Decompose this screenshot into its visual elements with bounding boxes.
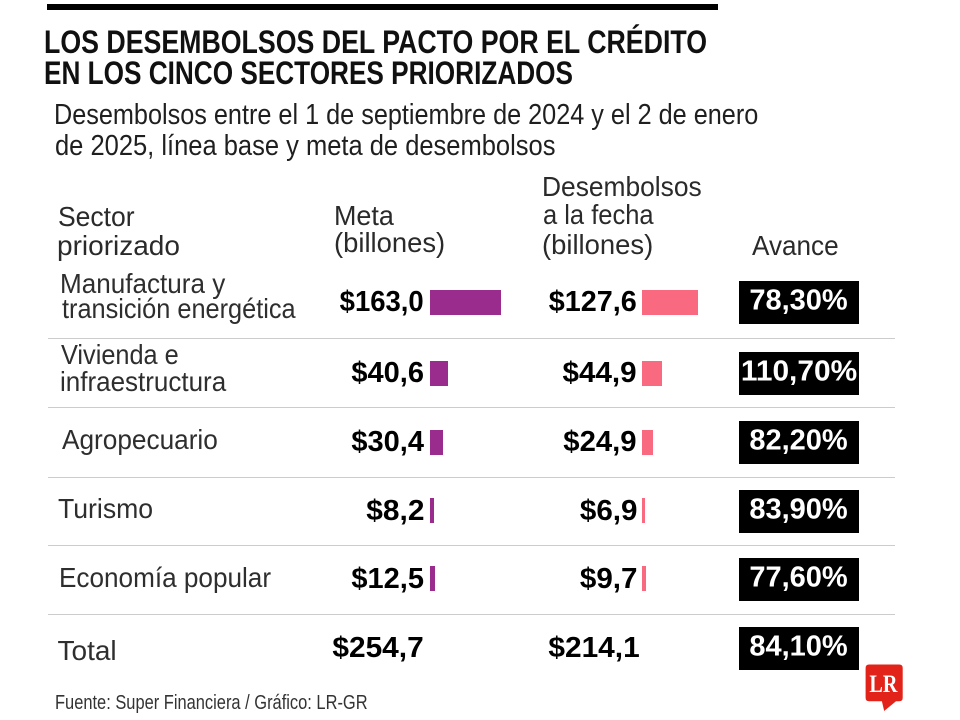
svg-text:LR: LR bbox=[869, 668, 897, 697]
